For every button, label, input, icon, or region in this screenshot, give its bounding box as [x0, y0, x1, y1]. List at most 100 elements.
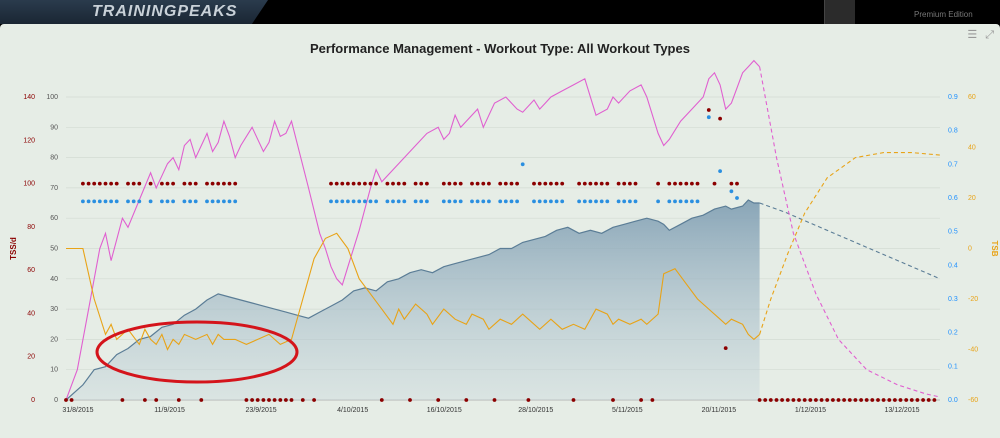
tss_daily-point	[909, 398, 914, 402]
tss-tick-label: 80	[27, 224, 35, 231]
if_daily-point	[137, 199, 142, 204]
tss_daily-point	[859, 398, 863, 402]
tss_daily-point	[481, 181, 486, 186]
tss_daily-point	[802, 398, 807, 402]
annotation-ellipse	[95, 320, 299, 384]
tsb_projected-line	[759, 152, 941, 335]
tss_daily-point	[611, 398, 615, 402]
tss_daily-point	[64, 398, 68, 402]
ctl-tick-label: 10	[50, 367, 58, 374]
tss_daily-point	[864, 398, 869, 402]
x-tick-label: 20/11/2015	[702, 407, 737, 414]
tss-tick-label: 120	[23, 137, 35, 144]
tss_daily-point	[160, 181, 164, 186]
tss_daily-point	[650, 398, 655, 402]
ctl-tick-label: 90	[50, 124, 58, 131]
ctl-tick-label: 20	[50, 336, 58, 343]
tss_daily-point	[227, 181, 232, 186]
tss_daily-point	[255, 398, 260, 402]
tss_daily-point	[842, 398, 846, 402]
if_daily-point	[537, 199, 542, 204]
logo[interactable]: TRAININGPEAKS	[92, 3, 238, 20]
tss_daily-point	[492, 398, 497, 402]
if-tick-label: 0.3	[948, 296, 958, 303]
tss_daily-point	[808, 398, 813, 402]
if_daily-point	[391, 199, 395, 204]
if_daily-point	[622, 199, 627, 204]
tss_daily-point	[351, 181, 356, 186]
if_daily-point	[441, 199, 446, 204]
tss_daily-point	[419, 181, 424, 186]
tss_daily-point	[244, 398, 249, 402]
tss_daily-point	[487, 181, 491, 186]
if-tick-label: 0.7	[948, 161, 958, 168]
tss_daily-point	[396, 181, 401, 186]
if-tick-label: 0.9	[948, 94, 958, 101]
tss_daily-point	[628, 181, 632, 186]
if_daily-point	[453, 199, 457, 204]
if_daily-point	[222, 199, 226, 204]
ctl-tick-label: 0	[54, 397, 58, 404]
tss_daily-point	[182, 181, 187, 186]
if_daily-point	[582, 199, 587, 204]
if_daily-point	[131, 199, 136, 204]
tss_daily-point	[898, 398, 903, 402]
tss_daily-point	[357, 181, 362, 186]
if_daily-point	[543, 199, 548, 204]
ctl-line	[65, 199, 760, 401]
tss_daily-point	[165, 181, 170, 186]
expand-icon[interactable]: ⤢	[985, 29, 994, 41]
tss_daily-point	[272, 398, 277, 402]
tss_daily-point	[673, 181, 677, 186]
tss_daily-point	[729, 181, 734, 186]
avatar[interactable]	[824, 0, 855, 24]
hamburger-menu-icon[interactable]: ☰	[967, 29, 978, 41]
tss_daily-point	[718, 116, 722, 121]
if_daily-point	[171, 199, 176, 204]
if_daily-point	[520, 162, 525, 167]
tss_daily-point	[250, 398, 255, 402]
if_daily-point	[628, 199, 632, 204]
if_daily-point	[515, 199, 519, 204]
tsb-tick-label: -20	[968, 296, 978, 303]
if_daily-point	[475, 199, 480, 204]
if_daily-point	[532, 199, 536, 204]
atl-line	[65, 59, 761, 401]
tss_daily-point	[69, 398, 74, 402]
tss_daily-point	[622, 181, 627, 186]
if_daily-point	[182, 199, 187, 204]
if_daily-point	[97, 199, 102, 204]
tss_daily-point	[605, 181, 610, 186]
tss_daily-point	[86, 181, 91, 186]
tss_daily-point	[408, 398, 412, 402]
chart-title: Performance Management - Workout Type: A…	[310, 41, 690, 56]
tss_daily-point	[785, 398, 790, 402]
if_daily-point	[109, 199, 113, 204]
tss_daily-point	[363, 181, 367, 186]
tss_daily-point	[893, 398, 897, 402]
tss_daily-point	[368, 181, 373, 186]
if_daily-point	[684, 199, 689, 204]
ctl-tick-label: 40	[50, 276, 58, 283]
edition-label: Premium Edition	[914, 10, 973, 19]
tss_daily-point	[205, 181, 209, 186]
if-tick-label: 0.0	[948, 397, 958, 404]
if_daily-point	[329, 199, 333, 204]
if-tick-label: 0.1	[948, 363, 958, 370]
tss_daily-point	[577, 181, 581, 186]
if_daily-point	[160, 199, 164, 204]
if_daily-point	[227, 199, 232, 204]
tss_daily-point	[639, 398, 643, 402]
if_daily-point	[594, 199, 598, 204]
tss_daily-point	[791, 398, 796, 402]
tss_daily-point	[92, 181, 97, 186]
tss_daily-point	[763, 398, 768, 402]
tss_daily-point	[176, 398, 181, 402]
tss-axis-label: TSS/d	[9, 237, 18, 260]
if_daily-point	[509, 199, 514, 204]
ctl-tick-label: 30	[50, 306, 58, 313]
tss_daily-point	[825, 398, 830, 402]
tss_daily-point	[594, 181, 598, 186]
tsb-axis-label: TSB	[990, 241, 999, 257]
